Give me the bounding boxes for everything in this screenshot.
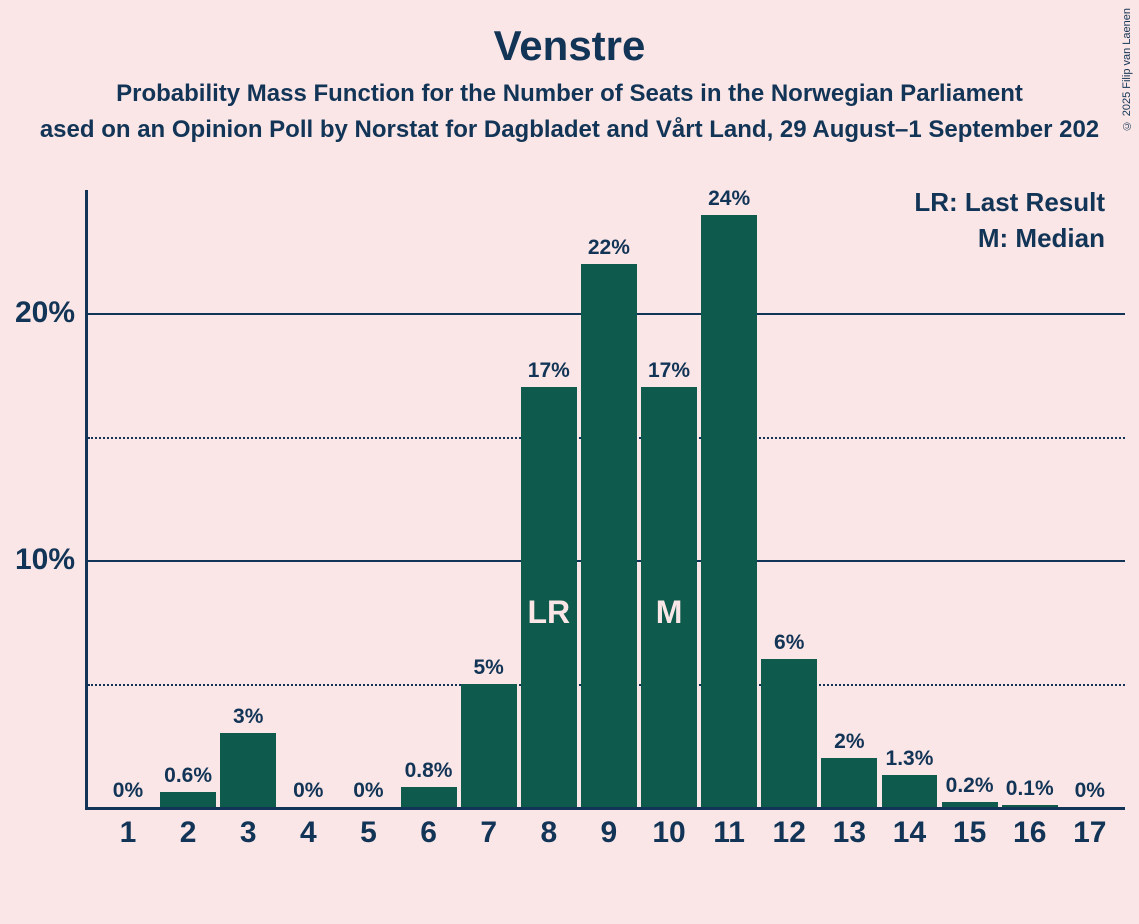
x-tick-label: 17: [1073, 816, 1106, 850]
chart-subtitle: Probability Mass Function for the Number…: [0, 80, 1139, 108]
bar: [220, 733, 276, 807]
bar-value-label: 0%: [1075, 779, 1105, 803]
bar-value-label: 1.3%: [886, 747, 934, 771]
x-tick-label: 12: [773, 816, 806, 850]
bar: [581, 264, 637, 807]
x-tick-label: 1: [120, 816, 137, 850]
x-axis: [85, 807, 1125, 810]
bar-value-label: 2%: [834, 730, 864, 754]
x-tick-label: 13: [833, 816, 866, 850]
x-tick-label: 6: [420, 816, 437, 850]
x-tick-label: 14: [893, 816, 926, 850]
x-tick-label: 3: [240, 816, 257, 850]
bar-value-label: 22%: [588, 236, 630, 260]
chart-title: Venstre: [0, 0, 1139, 70]
bar-value-label: 6%: [774, 631, 804, 655]
bar-value-label: 0.6%: [164, 764, 212, 788]
x-tick-label: 10: [652, 816, 685, 850]
bar-value-label: 0%: [353, 779, 383, 803]
y-tick-label: 20%: [0, 296, 75, 330]
y-tick-label: 10%: [0, 543, 75, 577]
bar-value-label: 0.1%: [1006, 777, 1054, 801]
copyright: © 2025 Filip van Laenen: [1121, 8, 1133, 131]
x-tick-label: 2: [180, 816, 197, 850]
bar-value-label: 24%: [708, 187, 750, 211]
chart-area: LR: Last Result M: Median 0%10.6%23%30%4…: [85, 190, 1125, 890]
plot-region: 0%10.6%23%30%40%50.8%65%717%8LR22%917%10…: [85, 190, 1125, 810]
bar-value-label: 17%: [648, 359, 690, 383]
x-tick-label: 4: [300, 816, 317, 850]
bar-value-label: 0%: [293, 779, 323, 803]
x-tick-label: 16: [1013, 816, 1046, 850]
bar: [1002, 805, 1058, 807]
x-tick-label: 9: [601, 816, 618, 850]
y-axis: [85, 190, 88, 810]
bar: [701, 215, 757, 807]
bar: [160, 792, 216, 807]
bar: [761, 659, 817, 807]
bar: [401, 787, 457, 807]
x-tick-label: 15: [953, 816, 986, 850]
bar: [461, 684, 517, 807]
bar-value-label: 3%: [233, 705, 263, 729]
bar-value-label: 0.2%: [946, 774, 994, 798]
x-tick-label: 7: [480, 816, 497, 850]
bar: [821, 758, 877, 807]
bar-value-label: 17%: [528, 359, 570, 383]
bar: [882, 775, 938, 807]
x-tick-label: 5: [360, 816, 377, 850]
x-tick-label: 11: [713, 816, 745, 850]
bar-marker-median: M: [656, 594, 683, 631]
x-tick-label: 8: [540, 816, 557, 850]
bar-value-label: 0.8%: [405, 759, 453, 783]
chart-subtitle-2: ased on an Opinion Poll by Norstat for D…: [0, 116, 1139, 144]
bar-marker-last-result: LR: [527, 594, 570, 631]
bar-value-label: 5%: [473, 656, 503, 680]
bar: [942, 802, 998, 807]
bar-value-label: 0%: [113, 779, 143, 803]
